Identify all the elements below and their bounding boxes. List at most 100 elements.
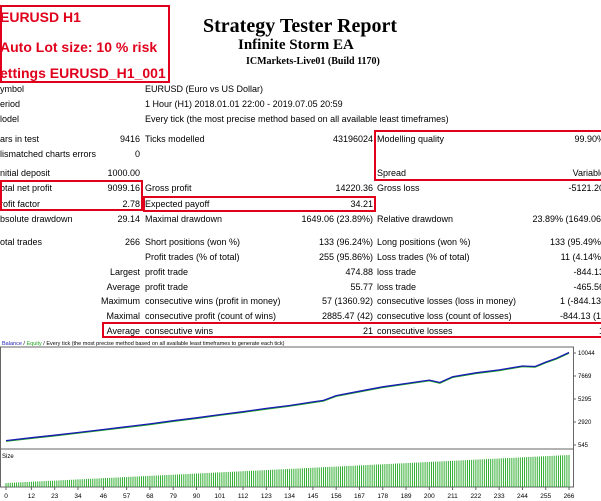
x-tick-label: 123: [261, 493, 272, 500]
absolute-drawdown-label: bsolute drawdown: [0, 214, 73, 224]
overlay-settings-text: ettings EURUSD_H1_001: [0, 65, 166, 81]
max-consecutive-wins-value: 57 (1360.92): [321, 296, 373, 306]
x-tick-label: 0: [4, 493, 8, 500]
gross-loss-label: Gross loss: [377, 183, 420, 193]
modelling-quality-value: 99.90%: [574, 134, 601, 144]
x-tick-label: 23: [51, 493, 59, 500]
equity-series-line: [5, 352, 570, 442]
x-tick-label: 211: [447, 493, 458, 500]
profit-trades-label: Profit trades (% of total): [145, 252, 240, 262]
average-consecutive-wins-value: 21: [362, 326, 373, 336]
x-tick-label: 57: [123, 493, 131, 500]
maximum-label: Maximum: [100, 296, 140, 306]
model-label: lodel: [0, 114, 20, 124]
long-positions-label: Long positions (won %): [377, 237, 471, 247]
server-build: ICMarkets-Live01 (Build 1170): [246, 56, 380, 67]
y-tick-label: 5295: [578, 397, 592, 403]
chart-legend: Balance / Equity / Every tick (the most …: [2, 341, 285, 347]
balance-chart: Balance / Equity / Every tick (the most …: [0, 341, 595, 500]
short-positions-label: Short positions (won %): [145, 237, 241, 247]
largest-loss-value: -844.13: [573, 267, 601, 277]
x-tick-label: 112: [238, 493, 249, 500]
gross-profit-value: 14220.36: [335, 183, 373, 193]
maximal-consecutive-loss-label: consecutive loss (count of losses): [377, 311, 512, 321]
modelling-quality-label: Modelling quality: [377, 134, 445, 144]
maximal-drawdown-value: 1649.06 (23.89%): [301, 214, 373, 224]
largest-profit-label: profit trade: [145, 267, 189, 277]
profit-factor-value: 2.78: [122, 199, 140, 209]
absolute-drawdown-value: 29.14: [117, 214, 140, 224]
period-value: 1 Hour (H1) 2018.01.01 22:00 - 2019.07.0…: [145, 99, 343, 109]
x-tick-label: 101: [214, 493, 225, 500]
x-tick-label: 156: [331, 493, 342, 500]
x-tick-label: 167: [354, 493, 365, 500]
deposit-label: nitial deposit: [0, 168, 51, 178]
relative-drawdown-label: Relative drawdown: [377, 214, 454, 224]
x-tick-label: 145: [307, 493, 318, 500]
x-tick-label: 255: [540, 493, 551, 500]
average-wins-highlight-box: [102, 322, 601, 338]
average-consecutive-losses-value: 1: [599, 326, 601, 337]
expected-payoff-label: Expected payoff: [145, 199, 210, 209]
net-profit-value: 9099.16: [107, 183, 140, 193]
chart-frame-rect: [0, 346, 574, 488]
x-tick-label: 189: [401, 493, 412, 500]
y-tick-label: 10044: [578, 351, 595, 357]
loss-trades-label: Loss trades (% of total): [377, 252, 470, 262]
max-consecutive-wins-label: consecutive wins (profit in money): [145, 296, 281, 306]
symbol-value: EURUSD (Euro vs US Dollar): [145, 84, 264, 94]
average-loss-label: loss trade: [377, 282, 417, 292]
short-positions-value: 133 (96.24%): [318, 237, 373, 247]
max-consecutive-losses-label: consecutive losses (loss in money): [377, 296, 517, 306]
x-tick-label: 46: [100, 493, 108, 500]
gross-profit-label: Gross profit: [145, 183, 192, 193]
x-tick-label: 90: [193, 493, 201, 500]
net-profit-highlight-box: [0, 180, 143, 211]
y-tick-label: 7669: [578, 374, 592, 380]
y-tick-label: 545: [578, 443, 589, 449]
deposit-value: 1000.00: [107, 168, 140, 178]
report-title: Strategy Tester Report: [203, 15, 398, 37]
largest-loss-label: loss trade: [377, 267, 417, 277]
total-trades-label: otal trades: [0, 237, 43, 247]
average-label: Average: [106, 282, 140, 292]
mismatch-label: lismatched charts errors: [0, 149, 97, 159]
average-profit-label: profit trade: [145, 282, 189, 292]
spread-value: Variable: [572, 168, 601, 178]
ea-name: Infinite Storm EA: [238, 37, 354, 53]
ticks-label: Ticks modelled: [145, 134, 205, 144]
maximal-consecutive-loss-value: -844.13 (1): [559, 311, 601, 321]
x-tick-label: 134: [284, 493, 295, 500]
model-value: Every tick (the most precise method base…: [145, 114, 449, 124]
x-tick-label: 244: [517, 493, 528, 500]
relative-drawdown-value: 23.89% (1649.06): [532, 214, 601, 224]
gross-loss-value: -5121.20: [568, 183, 601, 193]
x-tick-label: 34: [74, 493, 82, 500]
overlay-highlight-box: [0, 5, 170, 83]
symbol-label: ymbol: [0, 84, 25, 94]
max-consecutive-losses-value: 1 (-844.13): [559, 296, 601, 306]
net-profit-label: otal net profit: [0, 183, 53, 193]
x-tick-label: 233: [494, 493, 505, 500]
maximal-consecutive-profit-value: 2885.47 (42): [321, 311, 373, 321]
average2-label: Average: [106, 326, 140, 336]
bars-value: 9416: [119, 134, 140, 144]
maximal-drawdown-label: Maximal drawdown: [145, 214, 223, 224]
x-tick-label: 200: [424, 493, 435, 500]
total-trades-value: 266: [124, 237, 140, 247]
x-tick-label: 178: [377, 493, 388, 500]
balance-series-line: [5, 351, 570, 442]
size-panel-label: Size: [2, 454, 14, 460]
modelling-quality-highlight-box: [374, 130, 601, 181]
x-tick-label: 222: [470, 493, 481, 500]
profit-trades-value: 255 (95.86%): [318, 252, 373, 262]
mismatch-value: 0: [134, 149, 140, 159]
average-loss-value: -465.56: [573, 282, 601, 292]
maximal-consecutive-profit-label: consecutive profit (count of wins): [145, 311, 277, 321]
x-tick-label: 12: [28, 493, 36, 500]
largest-profit-value: 474.88: [345, 267, 373, 277]
x-tick-label: 266: [564, 493, 575, 500]
profit-factor-label: rofit factor: [0, 199, 41, 209]
expected-payoff-highlight-box: [143, 196, 376, 212]
expected-payoff-value: 34.21: [350, 199, 373, 209]
